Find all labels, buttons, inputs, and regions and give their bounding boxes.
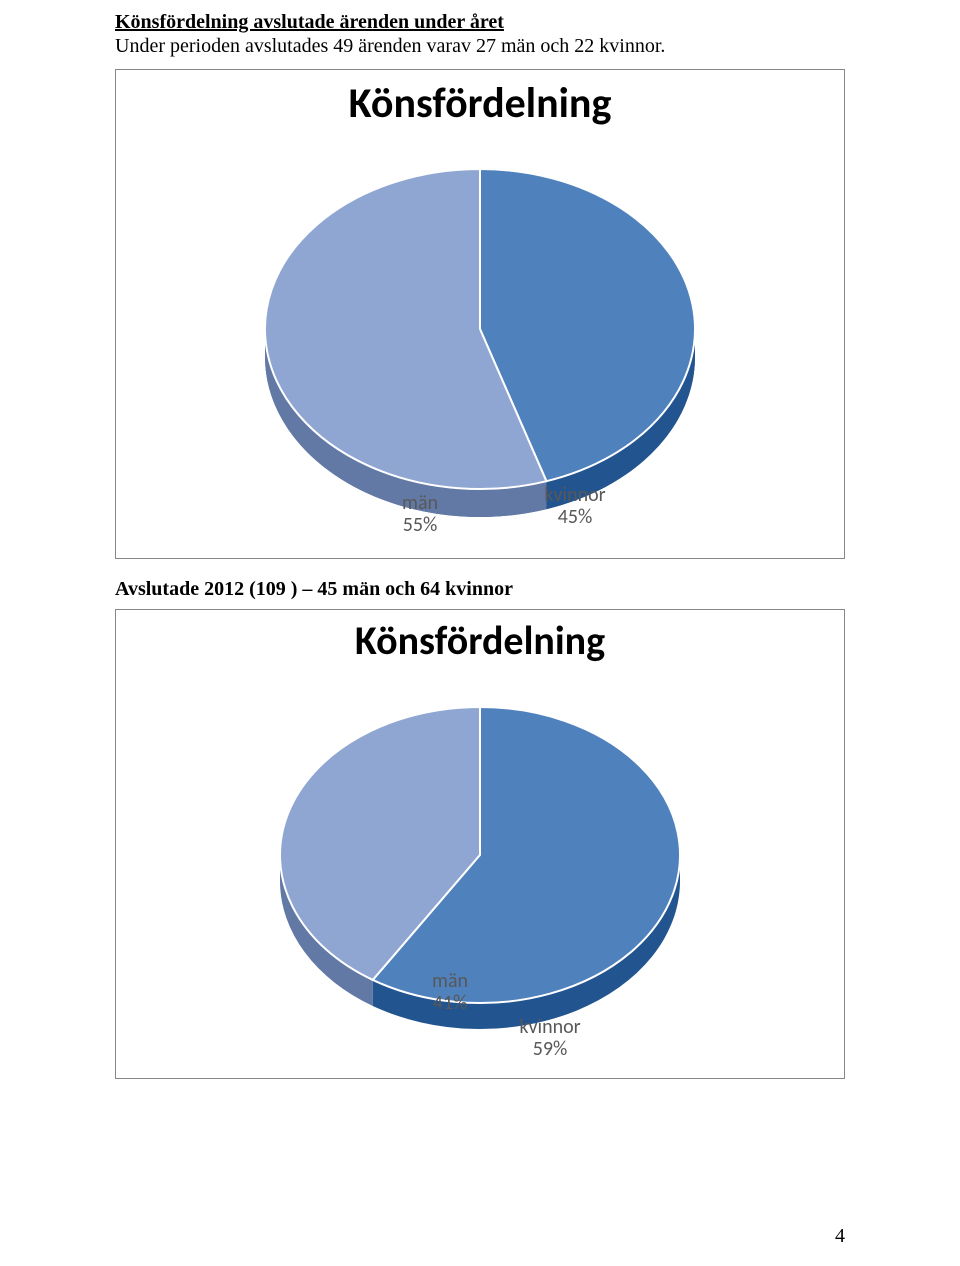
chart-1-label-man-line1: män: [402, 491, 438, 515]
chart-2-label-kvinnor-line1: kvinnor: [519, 1015, 580, 1039]
chart-1-title: Könsfördelning: [116, 78, 844, 129]
chart-2-label-man-line2: 41%: [433, 991, 468, 1015]
chart-2-title: Könsfördelning: [116, 616, 844, 665]
section-heading: Könsfördelning avslutade ärenden under å…: [115, 10, 845, 34]
chart-1-pie: kvinnor 45% män 55%: [200, 129, 760, 549]
page-number: 4: [835, 1225, 845, 1248]
chart-2-pie: män 41% kvinnor 59%: [210, 665, 750, 1065]
chart-2-container: Könsfördelning män 41% kvinnor 59%: [115, 609, 845, 1079]
chart-1-label-kvinnor-line2: 45%: [558, 505, 593, 529]
document-page: Könsfördelning avslutade ärenden under å…: [0, 0, 960, 1266]
chart-1-container: Könsfördelning kvinnor 45% män: [115, 69, 845, 559]
chart-2-subheading: Avslutade 2012 (109 ) – 45 män och 64 kv…: [115, 577, 845, 601]
chart-2-label-kvinnor-line2: 59%: [533, 1037, 568, 1061]
chart-1-label-man-line2: 55%: [403, 513, 438, 537]
chart-1-label-kvinnor-line1: kvinnor: [544, 483, 605, 507]
section-body: Under perioden avslutades 49 ärenden var…: [115, 34, 845, 59]
chart-2-label-man-line1: män: [432, 969, 468, 993]
